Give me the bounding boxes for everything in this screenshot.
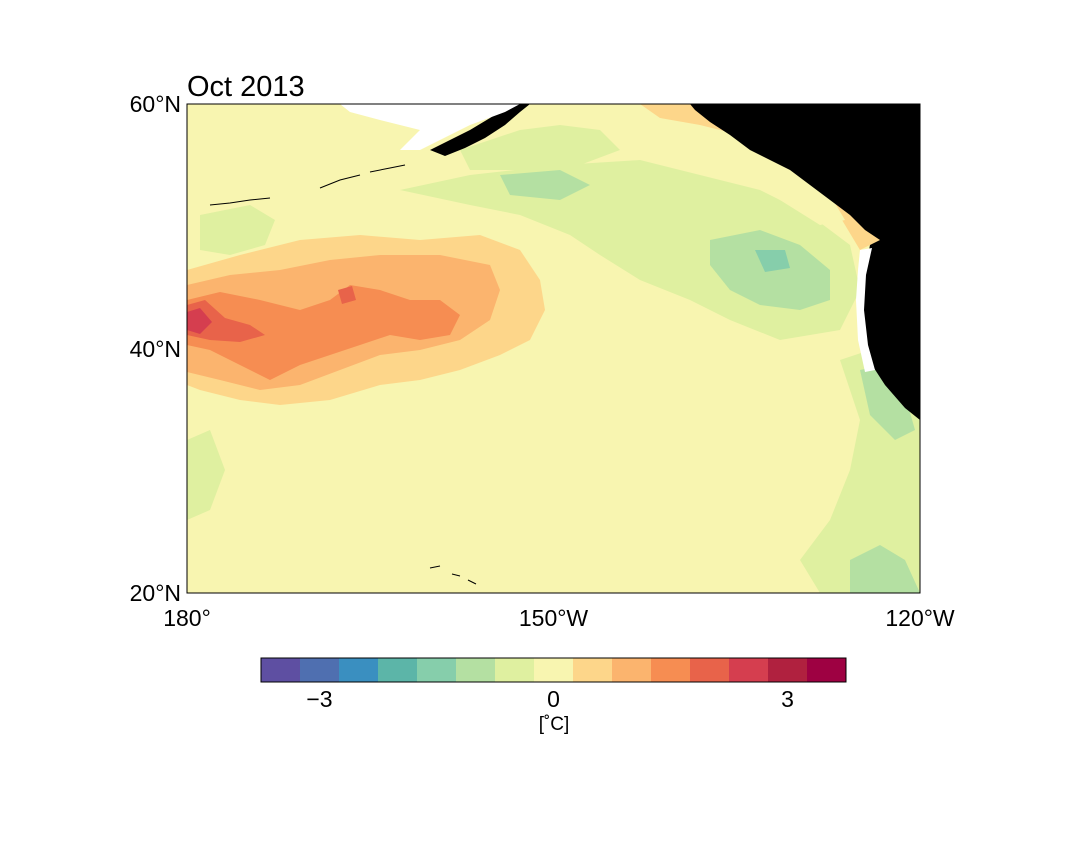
cool-anomaly-south — [850, 545, 920, 593]
colorbar-tick-label: −3 — [306, 686, 333, 712]
colorbar-segment — [573, 658, 613, 682]
colorbar-segment — [612, 658, 652, 682]
colorbar-segment — [729, 658, 769, 682]
map-title: Oct 2013 — [187, 71, 305, 103]
coast-white-gap — [856, 248, 875, 372]
coast-white-gap-alaska — [340, 104, 520, 150]
cool-anomaly-coast-ca — [860, 365, 915, 440]
colorbar-segment — [651, 658, 691, 682]
land-alaska-peninsula — [430, 104, 530, 156]
lat-tick-label: 20°N — [129, 580, 181, 606]
cool-anomaly-core — [755, 250, 790, 272]
cool-anomaly-northwest — [200, 205, 275, 255]
warm-anomaly-band-3 — [187, 285, 460, 380]
cool-anomaly-west — [187, 430, 225, 520]
colorbar-segment — [261, 658, 301, 682]
cool-anomaly-gulf-2 — [500, 170, 590, 200]
aleutian-islands — [209, 164, 406, 206]
warm-anomaly-coast-2 — [660, 118, 845, 225]
cool-anomaly-coast-alaska — [460, 125, 620, 170]
lon-tick-label: 150°W — [518, 605, 589, 631]
warm-anomaly-spot — [338, 286, 356, 304]
colorbar-segment — [807, 658, 847, 682]
lat-tick-label: 60°N — [129, 91, 181, 117]
warm-anomaly-peak — [187, 308, 212, 334]
map-frame — [186, 103, 921, 594]
colorbar-tick-label: 3 — [781, 686, 794, 712]
colorbar-frame — [260, 657, 847, 683]
colorbar-segment — [417, 658, 457, 682]
hawaiian-islands — [429, 565, 477, 585]
colorbar-segment — [339, 658, 379, 682]
colorbar-segment — [768, 658, 808, 682]
lon-tick-label: 180° — [163, 605, 211, 631]
colorbar-segment — [690, 658, 730, 682]
colorbar-tick-label: 0 — [547, 686, 560, 712]
land-north-america — [690, 104, 920, 420]
colorbar-segment — [456, 658, 496, 682]
colorbar — [260, 657, 847, 683]
colorbar-unit-label: [˚C] — [538, 714, 570, 735]
colorbar-segment — [495, 658, 535, 682]
warm-anomaly-core — [187, 300, 265, 342]
colorbar-segment — [534, 658, 574, 682]
lon-tick-label: 120°W — [885, 605, 955, 631]
lat-tick-label: 40°N — [129, 335, 181, 362]
colorbar-segment — [378, 658, 418, 682]
colorbar-segment — [300, 658, 340, 682]
